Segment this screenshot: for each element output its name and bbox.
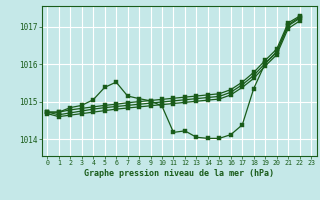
X-axis label: Graphe pression niveau de la mer (hPa): Graphe pression niveau de la mer (hPa) (84, 169, 274, 178)
